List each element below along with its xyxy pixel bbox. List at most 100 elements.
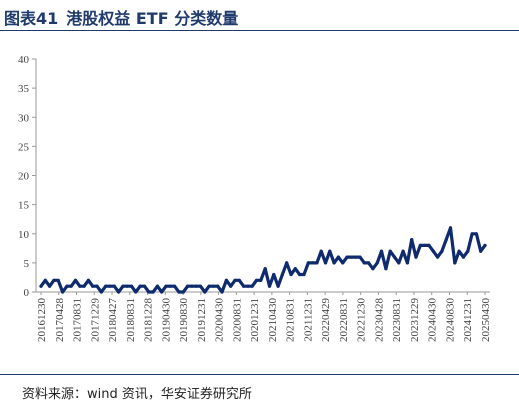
data-point (311, 261, 315, 265)
data-point (349, 255, 353, 259)
data-point (147, 290, 151, 294)
source-note: 资料来源：wind 资讯，华安证券研究所 (22, 387, 252, 402)
data-point (142, 284, 147, 288)
data-point (444, 238, 448, 242)
data-point (263, 267, 267, 271)
x-tick-label: 20210831 (285, 298, 297, 342)
data-point (423, 243, 427, 247)
y-tick-label: 20 (18, 171, 30, 183)
data-point (474, 232, 478, 236)
data-point (332, 261, 336, 265)
data-point (336, 255, 340, 259)
data-point (112, 284, 116, 288)
data-point (138, 284, 142, 288)
x-tick-label: 20230428 (373, 298, 385, 343)
data-point (86, 278, 90, 282)
data-point (323, 261, 328, 265)
x-tick-label: 20220831 (338, 298, 350, 342)
chart-title: 港股权益 ETF 分类数量 (66, 9, 239, 28)
data-point (56, 278, 60, 282)
y-tick-label: 40 (18, 54, 30, 66)
data-point (410, 238, 414, 242)
x-tick-label: 20190430 (160, 298, 172, 343)
data-point (198, 284, 203, 288)
data-point (237, 278, 241, 282)
x-tick-label: 20241231 (462, 298, 474, 342)
data-point (48, 284, 52, 288)
data-point (168, 284, 172, 288)
title-bar: 图表41 港股权益 ETF 分类数量 (0, 0, 519, 31)
x-tick-label: 20211231 (302, 298, 314, 342)
data-point (483, 243, 487, 247)
x-tick-label: 20180427 (107, 298, 119, 343)
data-point (65, 284, 69, 288)
data-point (95, 284, 99, 288)
data-point (461, 255, 465, 259)
x-tick-label: 20201231 (249, 298, 261, 342)
x-tick-label: 20231229 (409, 298, 421, 343)
x-tick-label: 20250430 (480, 298, 492, 343)
x-tick-label: 20240830 (444, 298, 456, 343)
data-point (246, 284, 250, 288)
data-point (99, 290, 103, 294)
data-point (397, 261, 401, 265)
data-point (254, 278, 259, 282)
line-chart: 0 5 10 15 20 25 30 35 40 20161230 20170428 20170831… (18, 54, 492, 343)
data-point (440, 249, 444, 253)
data-point (250, 284, 254, 288)
figure-title: 图表41 港股权益 ETF 分类数量 (4, 5, 246, 29)
x-tick-label: 20181228 (143, 298, 155, 343)
data-point (39, 284, 43, 288)
x-tick-label: 20200831 (231, 298, 243, 342)
data-point (220, 290, 224, 294)
series-line (39, 226, 487, 294)
data-point (319, 249, 323, 253)
data-point (224, 278, 228, 282)
data-point (129, 284, 134, 288)
y-tick-label: 5 (24, 258, 30, 270)
data-point (91, 284, 95, 288)
x-tick-label: 20210430 (267, 298, 279, 343)
x-tick-label: 20220429 (320, 298, 332, 343)
data-point (207, 284, 211, 288)
data-point (134, 290, 138, 294)
x-tick-label: 20180831 (125, 298, 137, 342)
data-point (229, 284, 233, 288)
data-point (73, 278, 78, 282)
x-tick-label: 20240430 (427, 298, 439, 343)
x-tick-label: 20161230 (36, 298, 48, 343)
x-tick-label: 20221230 (356, 298, 368, 343)
x-tick-label: 20191231 (196, 298, 208, 342)
data-point (285, 261, 289, 265)
data-point (341, 261, 345, 265)
x-tick-label: 20200430 (214, 298, 226, 343)
data-point (470, 232, 474, 236)
y-tick-label: 15 (18, 200, 30, 212)
data-point (151, 290, 155, 294)
data-point (414, 255, 418, 259)
data-point (43, 278, 47, 282)
data-point (375, 261, 379, 265)
x-tick-label: 20230831 (391, 298, 403, 342)
data-point (233, 278, 237, 282)
data-point (117, 290, 121, 294)
data-point (298, 272, 302, 277)
data-point (69, 284, 73, 288)
data-point (190, 284, 194, 288)
data-point (194, 284, 198, 288)
data-point (272, 272, 276, 277)
y-tick-label: 10 (18, 229, 30, 241)
data-point (427, 243, 431, 247)
data-point (345, 255, 349, 259)
data-point (280, 272, 284, 277)
data-point (61, 290, 65, 294)
figure-number: 图表41 (4, 9, 59, 28)
data-point (242, 284, 246, 288)
data-point (466, 249, 470, 253)
data-point (401, 249, 405, 253)
data-point (436, 255, 440, 259)
data-point (392, 255, 397, 259)
data-point (289, 272, 293, 277)
data-point (181, 290, 185, 294)
x-tick-label: 20170831 (72, 298, 84, 342)
